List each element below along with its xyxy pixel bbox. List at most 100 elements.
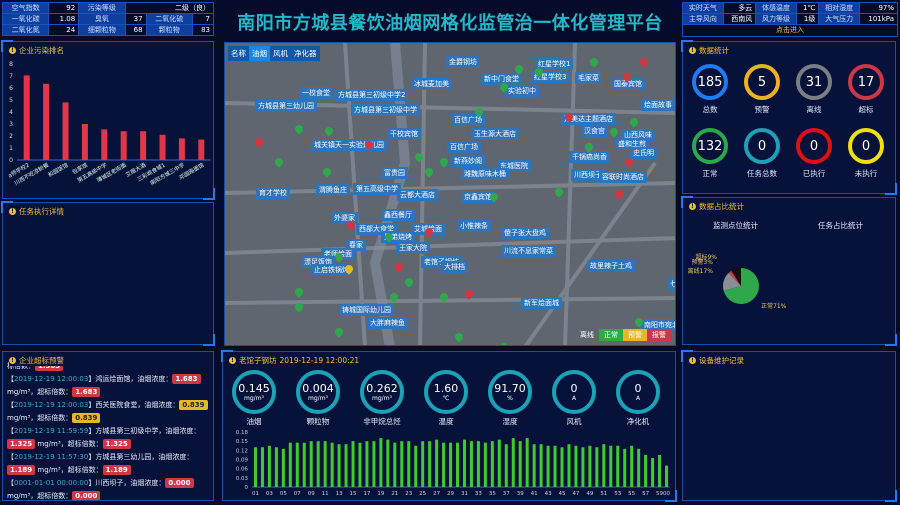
stat-ring: 185 [692, 64, 728, 100]
map-label[interactable]: 一校食堂 [299, 87, 333, 99]
map-label[interactable]: 史氏明 [630, 147, 657, 159]
enter-link[interactable]: 点击进入 [682, 25, 898, 37]
map-label[interactable]: 新燕妙阁 [451, 155, 485, 167]
map-label[interactable]: 七彩 [667, 278, 675, 290]
x-tick-label: 33 [475, 491, 482, 497]
y-tick-label: 8 [9, 61, 13, 68]
y-tick-label: 3 [9, 121, 13, 128]
table-key: 一氧化碳 [1, 13, 50, 25]
map-tab[interactable]: 风机 [273, 49, 288, 58]
unit: mg/m³ [7, 388, 31, 396]
map-label[interactable]: 国泰宾馆 [611, 78, 645, 90]
map-label[interactable]: 川西坝子 [571, 169, 605, 181]
map[interactable]: 一校食堂 方城县第三初级中学2 方城县第三初级中学 方城县第三幼儿园 冰城麦加美 金爵钢坊… [224, 42, 676, 346]
map-label[interactable]: 育才学校 [256, 187, 290, 199]
bar [288, 442, 292, 487]
map-label[interactable]: 金爵钢坊 [446, 56, 480, 68]
map-label[interactable]: 小惟辣条 [457, 220, 491, 232]
x-tick-label: 35 [489, 491, 496, 497]
bar [428, 441, 432, 487]
map-label[interactable]: 新中门食堂 [481, 73, 522, 85]
bar [560, 447, 564, 487]
x-tick-label: 05 [280, 491, 287, 497]
bar [358, 442, 362, 487]
unit: mg/m³ [7, 492, 31, 500]
map-label[interactable]: 万美达主题酒店 [561, 113, 616, 125]
gauge-label: 净化机 [626, 417, 650, 426]
alert-list[interactable]: 标倍数： 1.363 【2019-12-19 12:00:03】鸿运烩面馆，油烟浓度… [7, 361, 213, 500]
table-value: 92 [48, 2, 80, 14]
y-tick-label: 0.12 [236, 448, 248, 454]
alert-item[interactable]: 【2019-12-19 11:59:59】方城县第三初级中学，油烟浓度：1.32… [7, 427, 201, 449]
map-tab[interactable]: 净化器 [294, 49, 317, 58]
map-label[interactable]: 止启铁锅炖 [311, 264, 352, 276]
bar [497, 439, 501, 487]
map-label[interactable]: 方城县第三幼儿园 [255, 100, 317, 112]
map-label[interactable]: 干校宾馆 [387, 128, 421, 140]
x-tick-label: 59 [656, 491, 663, 497]
map-label[interactable]: 新军烩面城 [521, 297, 562, 309]
map-label[interactable]: 方城县第三初级中学 [351, 104, 420, 116]
map-label[interactable]: 大胖麻辣鱼 [367, 317, 408, 329]
bar [462, 439, 466, 487]
multiple-badge: 0.000 [72, 491, 101, 500]
bar [504, 444, 508, 487]
map-label[interactable]: 方城县第三初级中学2 [335, 89, 409, 101]
weather-table: 实时天气 多云 体感温度 1℃ 相对湿度 97% 主导风向 西南风 风力等级 1级 大气压力 101k… [682, 2, 898, 25]
table-value: 24 [48, 24, 80, 36]
alert-company: 方城县第三幼儿园 [95, 453, 152, 461]
table-key: 实时天气 [682, 2, 724, 14]
x-tick-label: 09 [308, 491, 315, 497]
map-label[interactable]: 富贵园 [381, 167, 408, 179]
map-label[interactable]: 大排档 [441, 261, 468, 273]
pie-label: 超标9% [695, 253, 717, 261]
map-label[interactable]: 川流不息家常菜 [501, 245, 556, 257]
legend-item: 报警 [647, 329, 671, 341]
pie-slice [723, 272, 741, 291]
map-label[interactable]: 容联时尚酒店 [599, 171, 647, 183]
map-tab[interactable]: 油烟 [249, 46, 270, 61]
map-label[interactable]: 第五高级中学 [353, 183, 401, 195]
map-label[interactable]: 京鑫宾馆 [461, 191, 495, 203]
map-label[interactable]: 烩面故事 [641, 99, 675, 111]
map-label[interactable]: 南阳市宛北中专 [641, 319, 675, 331]
unit: mg/m³ [7, 414, 31, 422]
map-label[interactable]: 鑫西餐厅 [381, 209, 415, 221]
y-tick-label: 4 [9, 109, 13, 116]
bar [316, 441, 320, 487]
map-layer-tabs[interactable]: 名称 油烟 风机 净化器 [228, 46, 320, 61]
x-tick-label: 21 [391, 491, 398, 497]
alert-item[interactable]: 【2019-12-19 11:57:30】方城县第三幼儿园，油烟浓度：1.189… [7, 453, 194, 475]
map-label[interactable]: 千锅癌尚香 [569, 151, 610, 163]
gauge-value: 0.004 [302, 382, 334, 395]
map-label[interactable]: 铸城国际幼儿园 [339, 304, 394, 316]
map-label[interactable]: 毛家菜 [575, 72, 602, 84]
bar [81, 124, 88, 160]
map-label[interactable]: 潍魏原味木桶 [461, 168, 509, 180]
map-label[interactable]: 百信广场 [451, 114, 485, 126]
map-label[interactable]: 城关镇天一实验幼儿园 [311, 139, 387, 151]
map-label[interactable]: 傻子张大盘鸡 [501, 227, 549, 239]
alert-item[interactable]: 【2019-12-19 12:00:03】鸿运烩面馆，油烟浓度： 1.683 mg… [7, 373, 213, 399]
value-badge: 0.839 [179, 400, 208, 410]
map-label[interactable]: 故里辣子土鸡 [587, 260, 635, 272]
map-label[interactable]: 冰城麦加美 [411, 78, 452, 90]
map-label[interactable]: 渭腾鱼庄 [316, 184, 350, 196]
map-label[interactable]: 王家大院 [396, 242, 430, 254]
map-label[interactable]: 云都大酒店 [397, 189, 438, 201]
panel-title: 数据占比统计 [699, 202, 744, 211]
map-label[interactable]: 玉生源大酒店 [471, 128, 519, 140]
alert-item[interactable]: 【0001-01-01 00:00:00】川西坝子，油烟浓度： 0.000 mg/… [7, 477, 213, 500]
table-key: 体感温度 [755, 2, 797, 14]
table-value: 1.08 [48, 13, 80, 25]
map-label[interactable]: 实验初中 [505, 85, 539, 97]
map-label[interactable]: 汉食宫 [581, 125, 608, 137]
map-label[interactable]: 红星学校1 [535, 58, 574, 70]
alert-item[interactable]: 【2019-12-19 12:00:03】西关医院食堂，油烟浓度： 0.839 m… [7, 399, 213, 425]
bar [351, 441, 355, 487]
map-label[interactable]: 百信广场 [447, 141, 481, 153]
bar [101, 129, 108, 160]
stat-label: 总数 [702, 105, 718, 114]
map-tab[interactable]: 名称 [231, 49, 246, 58]
info-icon: ! [689, 357, 696, 364]
